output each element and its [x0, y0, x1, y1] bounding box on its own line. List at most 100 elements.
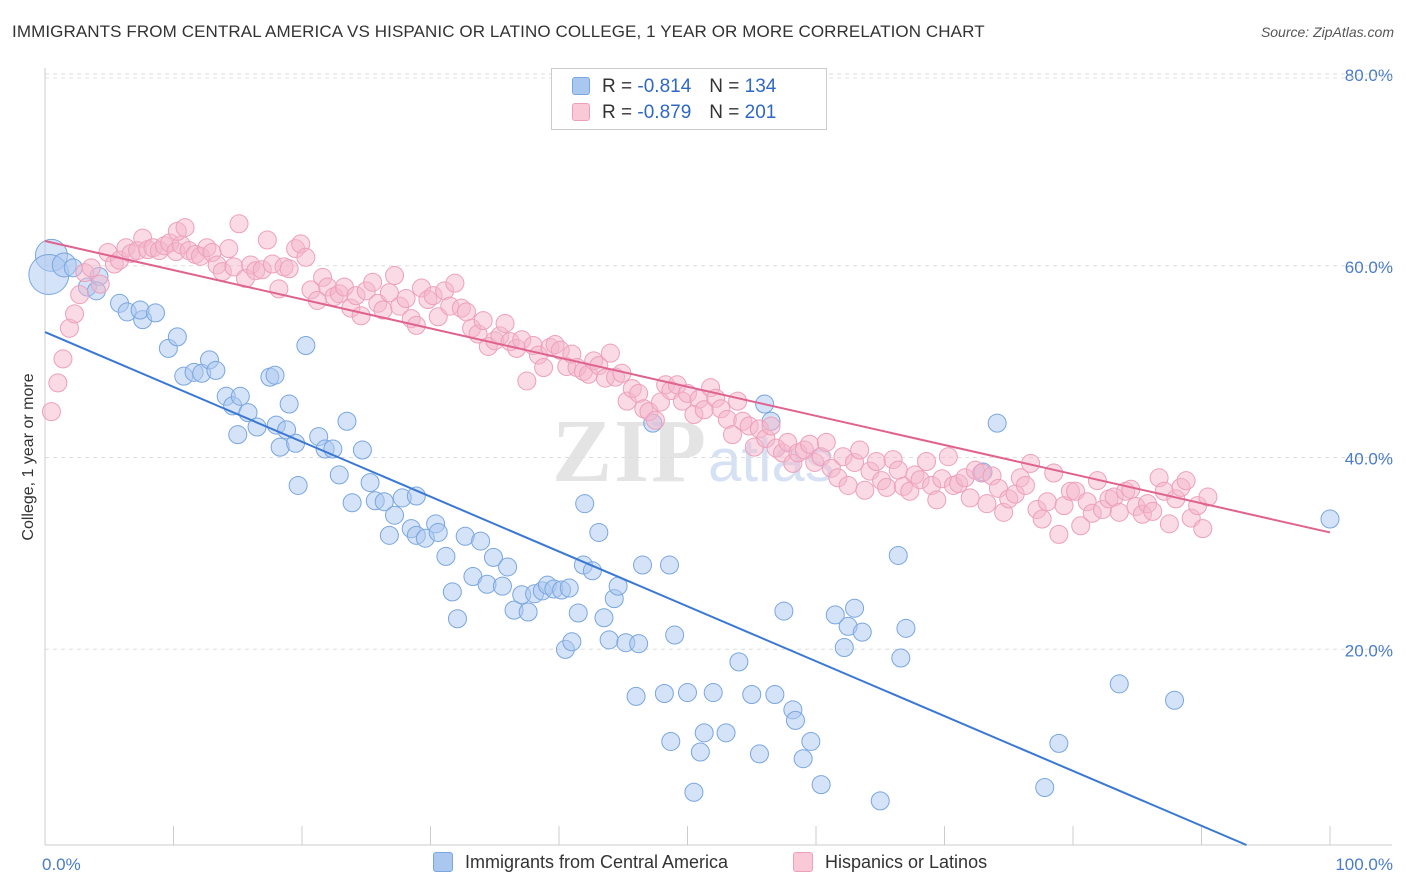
- pink-point: [927, 490, 947, 510]
- blue-point: [987, 413, 1007, 433]
- pink-point: [456, 302, 476, 322]
- blue-point: [845, 598, 865, 618]
- pink-point: [838, 475, 858, 495]
- blue-point: [1049, 733, 1069, 753]
- blue-point: [360, 473, 380, 493]
- pink-point: [888, 460, 908, 480]
- blue-point: [230, 386, 250, 406]
- blue-point: [661, 731, 681, 751]
- blue-point: [492, 576, 512, 596]
- pink-point: [534, 358, 554, 378]
- pink-point: [866, 452, 886, 471]
- pink-point: [379, 283, 399, 303]
- blue-point: [660, 555, 680, 575]
- pink-point: [1015, 475, 1035, 495]
- pink-point: [279, 259, 299, 279]
- pink-point: [816, 432, 836, 452]
- legend-n-value: 134: [744, 76, 777, 97]
- blue-point: [436, 546, 456, 566]
- blue-point: [654, 684, 674, 704]
- blue-point: [594, 608, 614, 628]
- source-note: Source: ZipAtlas.com: [1260, 24, 1394, 40]
- blue-point: [279, 394, 299, 414]
- blue-point: [888, 545, 908, 565]
- y-tick-label: 80.0%: [1345, 66, 1393, 85]
- bottom-legend-pink: Hispanics or Latinos: [793, 852, 987, 876]
- blue-point: [518, 602, 538, 622]
- blue-trend-line: [44, 331, 1247, 846]
- legend-r-value: -0.879: [637, 102, 692, 123]
- pink-point: [90, 274, 110, 294]
- pink-point: [960, 488, 980, 508]
- legend-row-blue: R = -0.814 N = 134: [572, 76, 776, 100]
- blue-point: [442, 582, 462, 602]
- blue-point: [352, 440, 372, 460]
- blue-point: [599, 630, 619, 650]
- pink-point: [1049, 524, 1069, 544]
- legend-n-label: N =: [709, 102, 740, 123]
- pink-point: [1109, 502, 1129, 522]
- pink-point: [1176, 471, 1196, 491]
- blue-point: [825, 605, 845, 625]
- pink-point: [175, 218, 195, 238]
- pink-point: [363, 272, 383, 292]
- bottom-legend-swatch-pink: [793, 852, 813, 872]
- blue-point: [633, 555, 653, 575]
- bottom-legend-swatch-blue: [433, 852, 453, 872]
- pink-point: [296, 247, 316, 267]
- bottom-legend-label: Immigrants from Central America: [465, 852, 729, 872]
- blue-point: [703, 683, 723, 703]
- x-tick-label: 100.0%: [1335, 855, 1393, 874]
- blue-point: [774, 601, 794, 621]
- pink-point: [385, 266, 405, 286]
- pink-point: [445, 273, 465, 293]
- blue-point: [337, 411, 357, 431]
- blue-point: [852, 622, 872, 642]
- blue-point: [629, 634, 649, 654]
- blue-point: [342, 493, 362, 513]
- pink-point: [1159, 514, 1179, 534]
- blue-point: [296, 335, 316, 355]
- pink-point: [41, 402, 61, 422]
- legend-r-label: R =: [602, 102, 633, 123]
- bottom-legend-blue: Immigrants from Central America: [433, 852, 728, 876]
- blue-point: [811, 775, 831, 795]
- pink-point: [65, 304, 85, 324]
- blue-point: [716, 723, 736, 743]
- y-tick-label: 20.0%: [1345, 641, 1393, 660]
- pink-point: [219, 239, 239, 259]
- blue-point: [582, 561, 602, 581]
- blue-point: [749, 744, 769, 764]
- pink-point: [600, 343, 620, 363]
- legend-swatch-blue: [572, 77, 590, 95]
- pink-point: [917, 452, 937, 471]
- pink-point: [850, 440, 870, 460]
- pink-point: [1193, 519, 1213, 539]
- blue-point: [694, 723, 714, 743]
- blue-point: [130, 300, 150, 320]
- legend-swatch-pink: [572, 103, 590, 121]
- blue-point: [1035, 777, 1055, 797]
- blue-point: [765, 684, 785, 704]
- blue-point: [575, 494, 595, 514]
- blue-point: [626, 686, 646, 706]
- blue-point: [785, 710, 805, 730]
- legend-r-value: -0.814: [637, 76, 692, 97]
- pink-point: [495, 313, 515, 333]
- blue-point: [678, 683, 697, 703]
- blue-point: [870, 791, 890, 811]
- pink-point: [1032, 509, 1052, 529]
- blue-point: [742, 684, 762, 704]
- blue-point: [896, 618, 916, 638]
- pink-point: [645, 410, 665, 430]
- blue-point: [428, 522, 448, 542]
- y-tick-label: 60.0%: [1345, 258, 1393, 277]
- pink-point: [517, 371, 537, 391]
- blue-point: [265, 365, 285, 385]
- pink-point: [351, 306, 371, 326]
- pink-point: [977, 494, 997, 514]
- pink-point: [1037, 492, 1057, 512]
- y-axis-label: College, 1 year or more: [20, 373, 37, 540]
- blue-point: [374, 492, 394, 512]
- blue-point: [447, 609, 467, 629]
